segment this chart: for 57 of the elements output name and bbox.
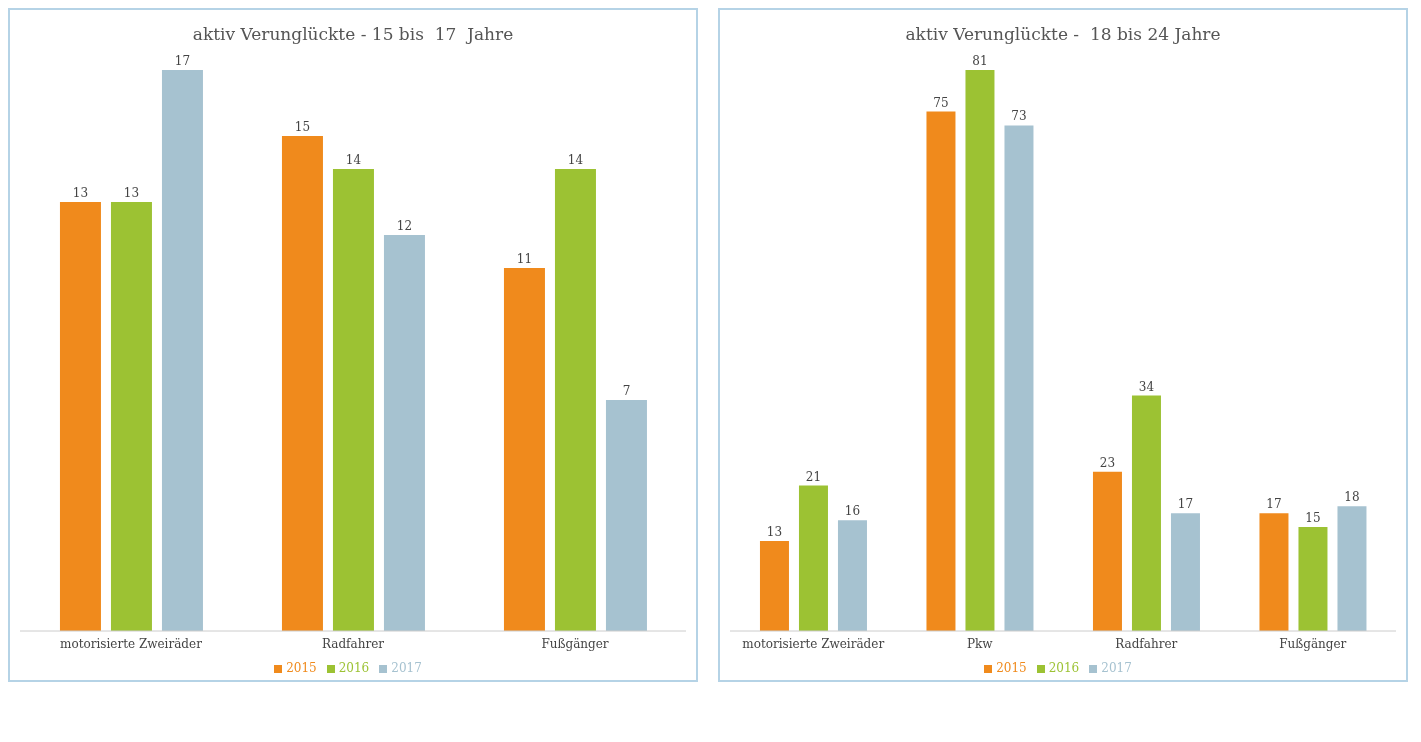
data-label: 17 [1177,497,1194,512]
bar [926,111,956,631]
x-tick-label: Pkw [966,636,994,651]
bar [965,70,995,631]
bar [110,202,152,631]
legend-label: 2016 [338,661,370,675]
bar [281,136,323,631]
bar [59,202,101,631]
chart-title: aktiv Verunglückte - 15 bis 17 Jahre [191,23,515,46]
data-label: 17 [174,54,191,68]
legend-label: 2016 [1048,661,1080,675]
legend-label: 2017 [391,661,422,675]
bar [1337,506,1367,631]
bar [332,169,374,631]
bar [161,70,203,631]
data-label: 23 [1099,455,1116,470]
data-label: 14 [567,153,584,167]
x-tick-label: motorisierte Zweiräder [742,636,885,651]
x-tick-label: Fußgänger [541,636,609,651]
data-label: 14 [345,153,362,167]
bar [837,520,867,631]
x-tick-label: Fußgänger [1279,636,1347,651]
chart-title: aktiv Verunglückte - 18 bis 24 Jahre [904,23,1222,46]
bar [1259,513,1289,631]
data-label: 15 [1305,511,1321,526]
bar [554,169,596,631]
data-label: 73 [1011,109,1027,124]
bar [1170,513,1200,631]
bar [798,485,828,631]
data-label: 12 [396,219,413,233]
bar [1004,125,1034,631]
bar [1092,471,1122,631]
data-label: 34 [1138,379,1155,394]
legend-label: 2015 [996,661,1027,675]
data-label: 11 [516,252,533,266]
legend-label: 2017 [1101,661,1132,675]
x-tick-label: Radfahrer [321,636,385,651]
bar [605,400,647,631]
data-label: 17 [1266,497,1282,512]
data-label: 16 [844,504,861,519]
data-label: 18 [1344,490,1360,505]
data-label: 13 [72,186,89,200]
data-label: 75 [933,95,949,110]
data-label: 81 [972,54,988,68]
bar [1298,527,1328,631]
data-label: 13 [123,186,140,200]
legend-label: 2015 [286,661,317,675]
data-label: 15 [294,120,311,134]
data-label: 7 [622,384,631,398]
bar [759,540,789,631]
bar [503,268,545,631]
data-label: 21 [805,469,822,484]
bar [1131,395,1161,631]
x-tick-label: motorisierte Zweiräder [60,636,203,651]
x-tick-label: Radfahrer [1115,636,1178,651]
bar [383,235,425,631]
data-label: 13 [766,524,783,539]
